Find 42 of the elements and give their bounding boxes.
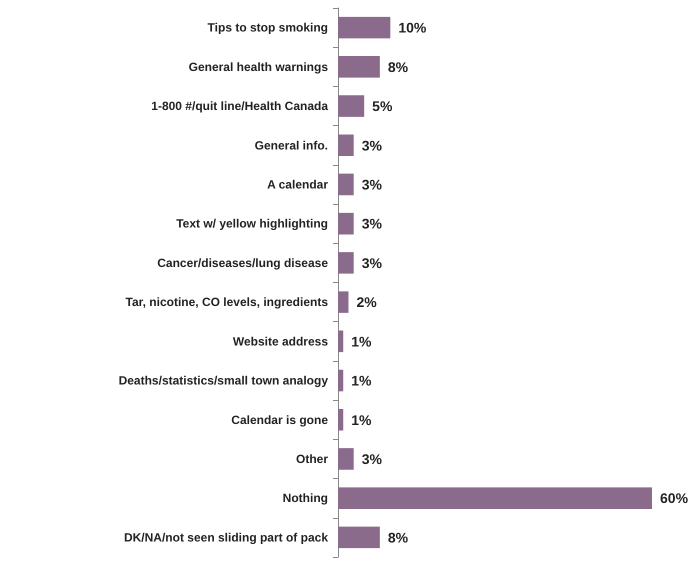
data-label: 1% xyxy=(351,333,372,350)
bar xyxy=(338,448,354,470)
y-tick-label: Tips to stop smoking xyxy=(208,20,328,35)
data-label: 3% xyxy=(362,216,382,232)
bar xyxy=(338,252,354,274)
bar xyxy=(338,370,344,392)
data-label: 1% xyxy=(351,372,372,389)
y-tick-label: Tar, nicotine, CO levels, ingredients xyxy=(126,295,328,310)
data-label: 3% xyxy=(362,450,382,467)
data-label: 3% xyxy=(362,137,382,154)
data-label: 8% xyxy=(388,529,409,546)
y-tick-label: 1-800 #/quit line/Health Canada xyxy=(151,99,328,114)
y-tick-label: Website address xyxy=(232,334,328,348)
bar xyxy=(338,174,354,196)
y-tick-label: Text w/ yellow highlighting xyxy=(176,216,328,231)
data-label: 2% xyxy=(356,294,378,310)
data-label: 60% xyxy=(660,490,689,506)
y-tick-label: Deaths/statistics/small town analogy xyxy=(118,374,328,388)
y-tick-label: Cancer/diseases/lung disease xyxy=(157,256,328,270)
y-tick-label: Calendar is gone xyxy=(231,412,328,427)
data-label: 8% xyxy=(388,58,409,75)
bar xyxy=(338,291,348,313)
data-label: 10% xyxy=(398,20,427,36)
y-tick-label: General health warnings xyxy=(188,60,328,74)
y-tick-label: DK/NA/not seen sliding part of pack xyxy=(124,530,328,544)
y-tick-label: A calendar xyxy=(267,177,328,192)
bar xyxy=(338,134,354,156)
data-label: 5% xyxy=(372,98,393,114)
bar xyxy=(338,408,344,431)
bar xyxy=(338,212,354,234)
bar xyxy=(338,56,380,78)
y-tick-label: Other xyxy=(296,452,328,466)
bar xyxy=(338,526,380,548)
y-tick-label: General info. xyxy=(254,138,328,152)
bar xyxy=(338,330,344,352)
y-tick-label: Nothing xyxy=(282,491,328,506)
bar xyxy=(338,95,364,117)
data-label: 1% xyxy=(351,412,372,428)
bar xyxy=(338,16,390,38)
data-label: 3% xyxy=(362,176,382,192)
data-label: 3% xyxy=(362,254,382,271)
bar xyxy=(338,487,652,509)
